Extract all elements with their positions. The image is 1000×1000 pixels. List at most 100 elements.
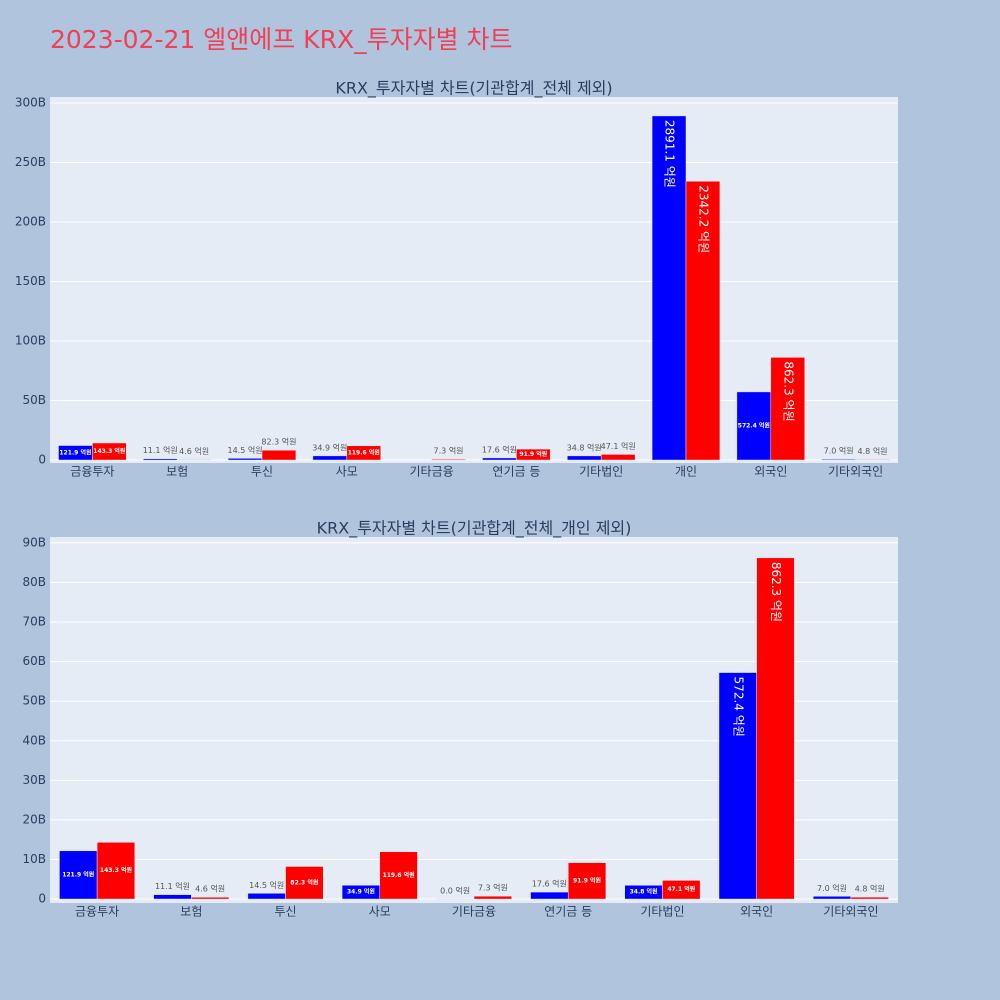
bar	[153, 894, 192, 900]
y-tick-label: 200B	[15, 214, 46, 228]
value-label: 4.6 억원	[195, 884, 225, 894]
y-tick-label: 300B	[15, 95, 46, 109]
value-label: 17.6 억원	[482, 444, 517, 454]
value-label: 572.4 억원	[731, 677, 745, 737]
x-tick-label: 외국인	[754, 465, 787, 479]
value-label: 34.8 억원	[630, 888, 658, 896]
x-tick-label: 금융투자	[70, 465, 114, 479]
x-tick-label: 보험	[180, 905, 202, 919]
value-label: 4.8 억원	[858, 446, 888, 456]
x-tick-label: 기타법인	[579, 465, 623, 479]
bar	[855, 459, 890, 461]
x-tick-label: 연기금 등	[492, 465, 540, 479]
value-label: 47.1 억원	[667, 885, 695, 893]
y-tick-label: 50B	[22, 393, 46, 407]
bar	[96, 842, 136, 900]
y-tick-label: 80B	[22, 575, 46, 589]
bar	[736, 391, 772, 461]
bar	[770, 357, 805, 461]
x-tick-label: 기타금융	[410, 465, 454, 479]
bar	[191, 896, 230, 900]
x-tick-label: 연기금 등	[544, 905, 592, 919]
value-label: 121.9 억원	[59, 448, 91, 456]
bar	[436, 898, 475, 900]
x-tick-label: 기타외국인	[828, 465, 883, 479]
bar	[821, 458, 856, 461]
value-label: 14.5 억원	[249, 880, 284, 890]
x-tick-label: 투신	[251, 465, 273, 479]
value-label: 7.3 억원	[434, 446, 464, 456]
value-label: 143.3 억원	[93, 447, 125, 455]
value-label: 7.0 억원	[817, 883, 847, 893]
bar	[143, 458, 178, 461]
bar	[261, 449, 297, 461]
x-tick-label: 보험	[166, 465, 188, 479]
y-tick-label: 40B	[22, 733, 46, 747]
y-tick-label: 20B	[22, 812, 46, 826]
value-label: 143.3 억원	[100, 866, 132, 874]
x-tick-label: 기타금융	[452, 905, 496, 919]
value-label: 4.8 억원	[855, 884, 885, 894]
bar	[850, 896, 889, 900]
x-tick-label: 외국인	[740, 905, 773, 919]
y-tick-label: 30B	[22, 773, 46, 787]
page-title: 2023-02-21 엘앤에프 KRX_투자자별 차트	[50, 25, 513, 54]
bar	[227, 458, 263, 461]
bar	[567, 455, 602, 461]
bar	[379, 851, 418, 900]
bar	[812, 896, 852, 900]
y-tick-label: 50B	[22, 694, 46, 708]
bar	[176, 459, 212, 461]
value-label: 11.1 억원	[155, 881, 190, 891]
bar	[756, 557, 795, 900]
bar	[431, 458, 466, 461]
bar	[651, 115, 687, 461]
value-label: 862.3 억원	[781, 361, 795, 421]
bar	[718, 672, 757, 900]
value-label: 119.6 억원	[348, 448, 380, 456]
y-tick-label: 10B	[22, 852, 46, 866]
value-label: 82.3 억원	[261, 437, 296, 447]
value-label: 7.0 억원	[824, 446, 854, 456]
value-label: 121.9 억원	[62, 870, 94, 878]
value-label: 82.3 억원	[290, 878, 318, 886]
value-label: 0.0 억원	[440, 886, 470, 896]
value-label: 34.8 억원	[567, 442, 602, 452]
x-tick-label: 투신	[275, 905, 297, 919]
x-tick-label: 금융투자	[75, 905, 119, 919]
bar	[482, 457, 517, 461]
bar	[662, 880, 701, 900]
x-tick-label: 사모	[336, 465, 358, 479]
bar	[59, 850, 98, 900]
value-label: 119.6 억원	[383, 871, 415, 879]
y-tick-label: 90B	[22, 535, 46, 549]
value-label: 11.1 억원	[143, 445, 178, 455]
bar	[346, 445, 381, 461]
x-tick-label: 사모	[369, 905, 391, 919]
value-label: 17.6 억원	[532, 879, 567, 889]
bar	[530, 891, 569, 900]
value-label: 34.9 억원	[312, 442, 347, 452]
x-tick-label: 개인	[675, 465, 697, 479]
value-label: 572.4 억원	[738, 421, 770, 429]
bar	[600, 454, 636, 461]
value-label: 47.1 억원	[601, 441, 636, 451]
bar	[516, 448, 551, 461]
x-tick-label: 기타외국인	[823, 905, 878, 919]
value-label: 91.9 억원	[573, 876, 601, 884]
value-label: 7.3 억원	[478, 883, 508, 893]
y-tick-label: 100B	[15, 334, 46, 348]
chart-title: KRX_투자자별 차트(기관합계_전체 제외)	[335, 79, 612, 99]
bar	[473, 895, 512, 900]
bar	[312, 455, 348, 461]
bar	[92, 442, 127, 461]
value-label: 2342.2 억원	[696, 185, 710, 253]
y-tick-label: 250B	[15, 155, 46, 169]
bar	[285, 866, 324, 900]
y-tick-label: 150B	[15, 274, 46, 288]
bar	[685, 180, 721, 461]
value-label: 862.3 억원	[769, 562, 783, 622]
bar	[567, 862, 607, 900]
y-tick-label: 0	[38, 453, 46, 467]
